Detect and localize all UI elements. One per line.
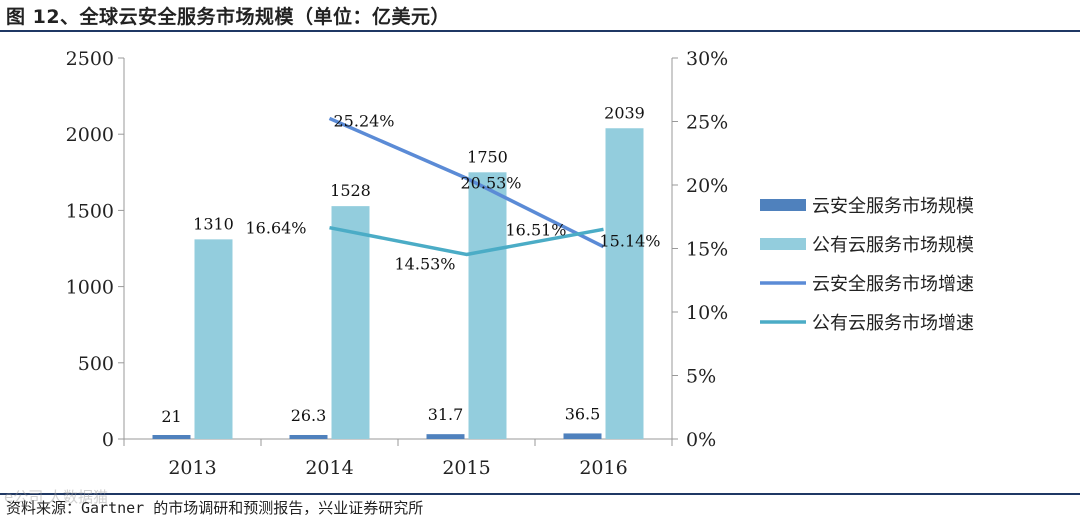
y2-tick-label: 20%	[686, 175, 728, 197]
bar-value-label: 26.3	[291, 406, 327, 425]
bar	[194, 239, 233, 439]
bar	[152, 435, 191, 439]
y2-tick-label: 10%	[686, 302, 728, 324]
x-tick-label: 2013	[168, 457, 216, 479]
bar-value-label: 1750	[467, 147, 508, 166]
bar	[605, 128, 644, 439]
line-value-label: 20.53%	[461, 173, 522, 192]
legend-swatch	[760, 238, 806, 250]
y2-tick-label: 5%	[686, 366, 716, 388]
bar-value-label: 1528	[330, 181, 371, 200]
bar-value-label: 36.5	[565, 404, 601, 423]
bar-value-label: 2039	[604, 103, 645, 122]
y2-tick-label: 25%	[686, 112, 728, 134]
line-value-label: 16.51%	[506, 220, 567, 239]
data-labels: 21 26.3 31.7 36.5 1310 1528 1750 2039 25.24% 20.5…	[161, 103, 660, 426]
series-line	[328, 116, 605, 249]
bar	[331, 206, 370, 439]
legend-label: 云安全服务市场增速	[812, 274, 974, 295]
watermark: e公司 人数据猫	[4, 488, 108, 506]
bar-value-label: 31.7	[428, 405, 464, 424]
y-tick-label: 2000	[66, 124, 114, 146]
title-rule	[0, 30, 1080, 32]
legend-label: 公有云服务市场增速	[812, 313, 974, 334]
series-line	[329, 225, 604, 257]
x-axis-ticks: 2013 2014 2015 2016	[123, 439, 673, 479]
legend-label: 云安全服务市场规模	[812, 196, 974, 217]
x-tick-label: 2015	[442, 457, 490, 479]
x-tick-label: 2014	[305, 457, 353, 479]
y-tick-label: 1500	[66, 200, 114, 222]
line-value-label: 14.53%	[395, 254, 456, 273]
source-note: 资料来源：Gartner 的市场调研和预测报告，兴业证券研究所	[6, 499, 424, 517]
line-value-label: 25.24%	[334, 111, 395, 130]
y-tick-label: 0	[102, 429, 114, 451]
legend-swatch	[760, 199, 806, 211]
y2-tick-label: 0%	[686, 429, 716, 451]
y-axis-ticks: 0 500 1000 1500 2000 2500	[66, 48, 124, 451]
bars	[152, 128, 644, 440]
y-tick-label: 500	[78, 353, 114, 375]
line-value-label: 16.64%	[246, 219, 307, 238]
bar-value-label: 21	[161, 407, 181, 426]
line-value-label: 15.14%	[600, 232, 661, 251]
y2-axis-ticks: 0% 5% 10% 15% 20% 25% 30%	[672, 48, 728, 451]
lines	[328, 116, 605, 257]
bar	[289, 434, 328, 439]
y2-tick-label: 15%	[686, 239, 728, 261]
bar	[426, 434, 465, 439]
legend-label: 公有云服务市场规模	[812, 235, 974, 256]
bar-value-label: 1310	[193, 214, 234, 233]
figure-title: 图 12、全球云安全服务市场规模（单位：亿美元）	[6, 6, 451, 28]
bar	[468, 172, 507, 440]
y2-tick-label: 30%	[686, 48, 728, 70]
y-tick-label: 2500	[66, 48, 114, 70]
source-rule	[0, 493, 1080, 495]
bar	[563, 433, 602, 439]
y-tick-label: 1000	[66, 277, 114, 299]
x-tick-label: 2016	[579, 457, 627, 479]
